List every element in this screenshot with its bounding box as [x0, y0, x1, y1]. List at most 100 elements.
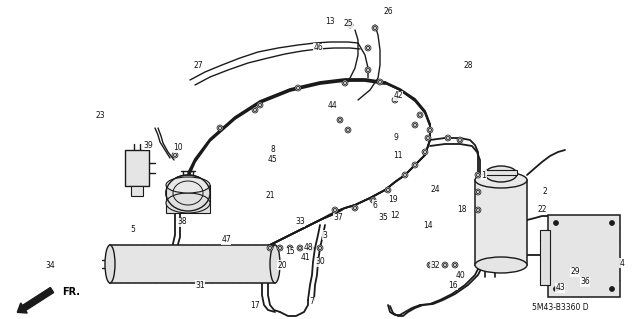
Text: 40: 40 [455, 271, 465, 279]
Circle shape [172, 152, 178, 158]
Circle shape [365, 67, 371, 73]
Text: 29: 29 [570, 268, 580, 277]
Text: 22: 22 [537, 205, 547, 214]
Text: 23: 23 [95, 110, 105, 120]
Circle shape [452, 262, 458, 268]
Circle shape [475, 189, 481, 195]
Text: 4: 4 [620, 258, 625, 268]
Text: 16: 16 [448, 280, 458, 290]
Circle shape [427, 262, 433, 268]
Text: 41: 41 [300, 254, 310, 263]
Circle shape [554, 220, 559, 226]
Text: FR.: FR. [62, 287, 80, 297]
Text: 45: 45 [267, 155, 277, 165]
Text: 20: 20 [277, 261, 287, 270]
Circle shape [475, 172, 481, 178]
Circle shape [342, 80, 348, 86]
Text: 35: 35 [378, 213, 388, 222]
Text: 15: 15 [285, 248, 295, 256]
Circle shape [412, 162, 418, 168]
Circle shape [475, 207, 481, 213]
Circle shape [347, 22, 353, 28]
Circle shape [392, 97, 398, 103]
Circle shape [417, 112, 423, 118]
Circle shape [427, 127, 433, 133]
Ellipse shape [166, 175, 210, 211]
Circle shape [295, 85, 301, 91]
Circle shape [297, 245, 303, 251]
Text: 43: 43 [555, 284, 565, 293]
Text: 42: 42 [393, 92, 403, 100]
Text: 10: 10 [173, 144, 183, 152]
Circle shape [422, 149, 428, 155]
Bar [125, 150, 149, 186]
Text: 47: 47 [221, 235, 231, 244]
Text: 38: 38 [177, 218, 187, 226]
Text: 7: 7 [310, 298, 314, 307]
Text: 6: 6 [372, 201, 378, 210]
Circle shape [372, 25, 378, 31]
Text: 32: 32 [430, 261, 440, 270]
Circle shape [337, 117, 343, 123]
Bar [475, 180, 527, 265]
Text: 24: 24 [430, 186, 440, 195]
Text: 18: 18 [457, 205, 467, 214]
Text: 27: 27 [193, 61, 203, 70]
Text: 1: 1 [482, 170, 486, 180]
Circle shape [425, 135, 431, 141]
Circle shape [385, 187, 391, 193]
Text: 30: 30 [315, 257, 325, 266]
Circle shape [365, 45, 371, 51]
Text: 44: 44 [328, 100, 338, 109]
Bar [110, 245, 275, 283]
Circle shape [402, 172, 408, 178]
Circle shape [317, 245, 323, 251]
Ellipse shape [166, 177, 210, 193]
Circle shape [277, 245, 283, 251]
Circle shape [252, 107, 258, 113]
Text: 46: 46 [313, 43, 323, 53]
Text: 25: 25 [343, 19, 353, 27]
Text: 34: 34 [45, 261, 55, 270]
Ellipse shape [485, 166, 517, 182]
Circle shape [609, 220, 614, 226]
Text: 11: 11 [393, 151, 403, 160]
Text: 3: 3 [323, 231, 328, 240]
Text: 5: 5 [131, 226, 136, 234]
Bar [485, 170, 517, 175]
FancyArrow shape [17, 287, 54, 313]
Ellipse shape [475, 257, 527, 273]
Circle shape [332, 207, 338, 213]
Text: 28: 28 [463, 61, 473, 70]
Circle shape [287, 245, 293, 251]
Text: 37: 37 [333, 213, 343, 222]
Bar [131, 186, 143, 196]
Ellipse shape [105, 245, 115, 283]
Text: 9: 9 [394, 133, 399, 143]
Circle shape [267, 245, 273, 251]
Bar [166, 185, 210, 213]
Bar [540, 230, 550, 285]
Circle shape [609, 286, 614, 292]
Text: 31: 31 [195, 280, 205, 290]
Ellipse shape [475, 172, 527, 188]
Circle shape [257, 102, 263, 108]
Text: 5M43-B3360 D: 5M43-B3360 D [532, 303, 588, 313]
Circle shape [442, 262, 448, 268]
Text: 14: 14 [423, 220, 433, 229]
Text: 17: 17 [250, 300, 260, 309]
Circle shape [370, 197, 376, 203]
Text: 8: 8 [271, 145, 275, 154]
Circle shape [412, 122, 418, 128]
Text: 19: 19 [388, 196, 398, 204]
Text: 21: 21 [265, 190, 275, 199]
Circle shape [377, 79, 383, 85]
Circle shape [217, 125, 223, 131]
Text: 33: 33 [295, 218, 305, 226]
Circle shape [554, 286, 559, 292]
Circle shape [352, 205, 358, 211]
Ellipse shape [270, 245, 280, 283]
Text: 12: 12 [390, 211, 400, 219]
Ellipse shape [166, 193, 210, 213]
Text: 36: 36 [580, 278, 590, 286]
